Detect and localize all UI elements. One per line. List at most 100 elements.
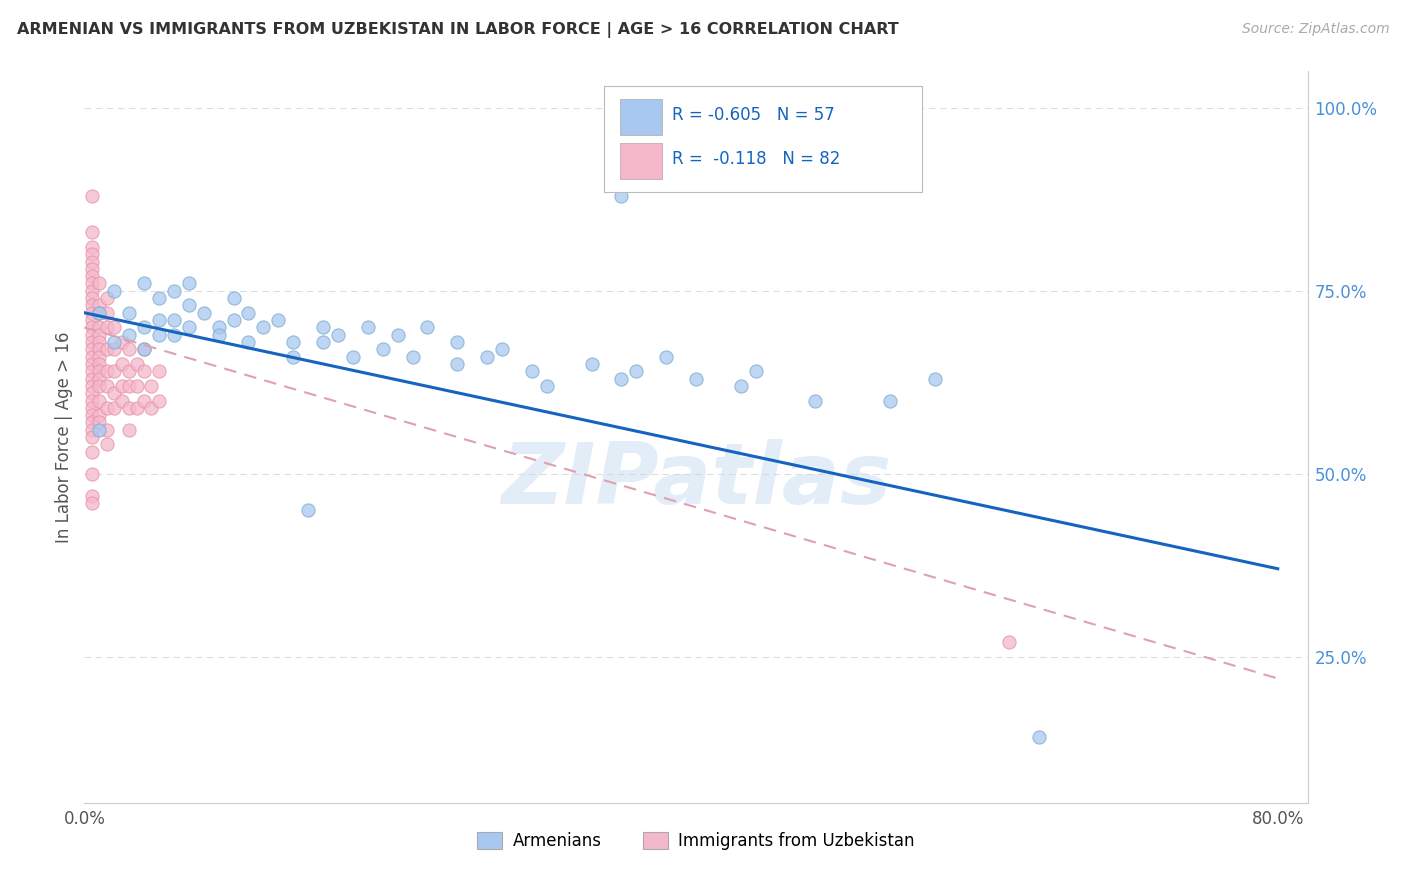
Point — [730, 379, 752, 393]
Point — [371, 343, 394, 357]
Point — [96, 401, 118, 415]
Text: Source: ZipAtlas.com: Source: ZipAtlas.com — [1241, 22, 1389, 37]
Point — [80, 247, 103, 261]
Point — [89, 277, 111, 291]
Point — [177, 277, 200, 291]
Text: R =  -0.118   N = 82: R = -0.118 N = 82 — [672, 150, 839, 168]
Point — [80, 240, 103, 254]
Point — [80, 188, 103, 202]
FancyBboxPatch shape — [605, 86, 922, 192]
Point — [103, 401, 125, 415]
Text: ZIPatlas: ZIPatlas — [501, 440, 891, 523]
Point — [103, 364, 125, 378]
Point — [89, 334, 111, 349]
Point — [357, 320, 380, 334]
Point — [96, 343, 118, 357]
Point — [475, 350, 498, 364]
Point — [89, 371, 111, 385]
Point — [163, 313, 186, 327]
Point — [141, 401, 163, 415]
Point — [80, 350, 103, 364]
Point — [118, 306, 141, 320]
Point — [80, 467, 103, 481]
Point — [80, 320, 103, 334]
Point — [401, 350, 423, 364]
Point — [610, 188, 633, 202]
Point — [96, 423, 118, 437]
Y-axis label: In Labor Force | Age > 16: In Labor Force | Age > 16 — [55, 331, 73, 543]
Point — [610, 371, 633, 385]
Point — [924, 371, 946, 385]
Point — [80, 357, 103, 371]
Point — [148, 313, 170, 327]
Point — [96, 379, 118, 393]
Point — [238, 334, 260, 349]
Point — [89, 298, 111, 312]
Point — [446, 357, 468, 371]
Point — [80, 408, 103, 422]
Point — [80, 334, 103, 349]
Point — [326, 327, 349, 342]
Point — [80, 364, 103, 378]
Point — [96, 291, 118, 305]
Point — [103, 386, 125, 401]
Point — [89, 408, 111, 422]
Point — [655, 350, 678, 364]
Point — [132, 393, 155, 408]
Point — [80, 496, 103, 510]
Point — [163, 327, 186, 342]
Point — [89, 393, 111, 408]
Point — [103, 334, 125, 349]
Point — [80, 225, 103, 239]
Point — [80, 393, 103, 408]
Point — [626, 364, 648, 378]
Point — [96, 306, 118, 320]
Point — [222, 291, 245, 305]
Point — [148, 291, 170, 305]
Point — [283, 334, 305, 349]
Point — [118, 379, 141, 393]
Point — [80, 291, 103, 305]
Point — [80, 430, 103, 444]
FancyBboxPatch shape — [620, 143, 662, 179]
Point — [89, 357, 111, 371]
Point — [89, 364, 111, 378]
Point — [89, 423, 111, 437]
Point — [89, 343, 111, 357]
Point — [80, 386, 103, 401]
Point — [416, 320, 439, 334]
Point — [80, 269, 103, 284]
Point — [80, 284, 103, 298]
Point — [80, 261, 103, 276]
Point — [132, 364, 155, 378]
Point — [267, 313, 290, 327]
Point — [118, 364, 141, 378]
Point — [89, 320, 111, 334]
Point — [998, 635, 1021, 649]
Point — [80, 423, 103, 437]
Point — [89, 379, 111, 393]
Point — [125, 401, 148, 415]
Point — [89, 416, 111, 430]
Point — [491, 343, 513, 357]
Point — [118, 401, 141, 415]
Point — [177, 298, 200, 312]
Point — [103, 320, 125, 334]
Text: R = -0.605   N = 57: R = -0.605 N = 57 — [672, 106, 834, 124]
Point — [103, 284, 125, 298]
Point — [103, 343, 125, 357]
Point — [536, 379, 558, 393]
FancyBboxPatch shape — [620, 99, 662, 135]
Point — [80, 277, 103, 291]
Point — [177, 320, 200, 334]
Point — [581, 357, 603, 371]
Point — [132, 343, 155, 357]
Legend: Armenians, Immigrants from Uzbekistan: Armenians, Immigrants from Uzbekistan — [471, 825, 921, 856]
Point — [446, 334, 468, 349]
Point — [1028, 730, 1050, 744]
Text: ARMENIAN VS IMMIGRANTS FROM UZBEKISTAN IN LABOR FORCE | AGE > 16 CORRELATION CHA: ARMENIAN VS IMMIGRANTS FROM UZBEKISTAN I… — [17, 22, 898, 38]
Point — [148, 364, 170, 378]
Point — [125, 357, 148, 371]
Point — [89, 306, 111, 320]
Point — [125, 379, 148, 393]
